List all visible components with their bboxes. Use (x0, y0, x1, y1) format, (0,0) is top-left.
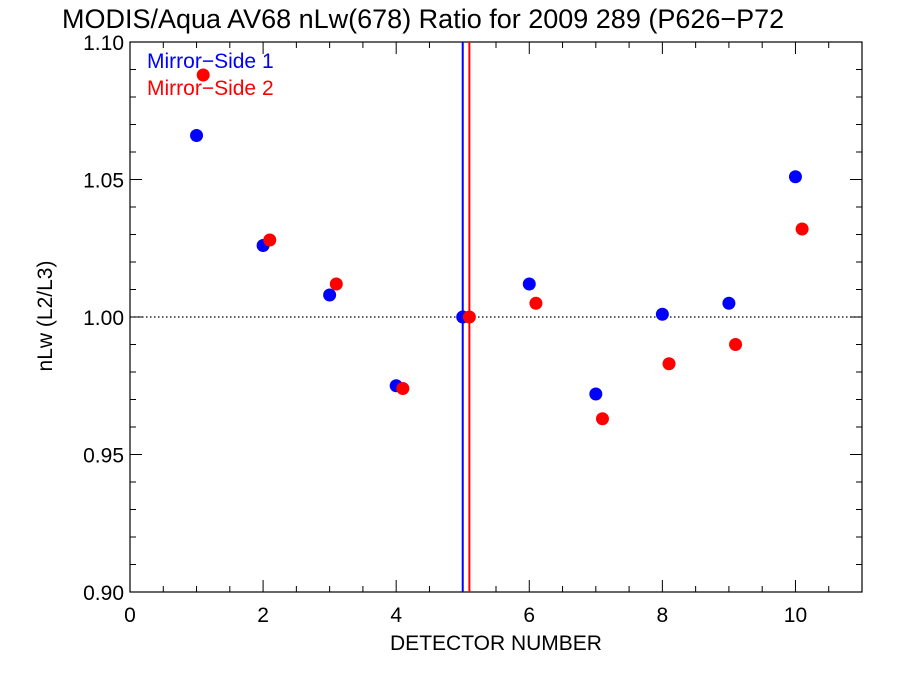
series-1-point (788, 170, 802, 184)
series-1-point (522, 277, 536, 291)
y-tick-label: 1.05 (83, 170, 124, 193)
series-1-point (323, 288, 337, 302)
x-tick-label: 8 (657, 604, 669, 627)
legend-entry-1: Mirror−Side 1 (147, 50, 274, 73)
x-tick-label: 0 (124, 604, 136, 627)
series-2-point (329, 277, 343, 291)
x-tick-label: 10 (784, 604, 807, 627)
x-tick-label: 2 (257, 604, 269, 627)
series-2-point (729, 338, 743, 351)
series-2-point (795, 222, 809, 236)
series-2-point (462, 310, 476, 324)
chart-title: MODIS/Aqua AV68 nLw(678) Ratio for 2009 … (62, 4, 784, 34)
series-1-point (655, 307, 669, 321)
series-2-point (529, 296, 543, 310)
x-tick-label: 6 (523, 604, 535, 627)
series-2-point (263, 233, 277, 247)
x-axis-label: DETECTOR NUMBER (390, 632, 602, 655)
plot-frame (129, 41, 863, 593)
plot-area: 0 2 4 6 8 10 0.90 0.95 1.00 1.05 1.10 Mirror−Side 1… (83, 32, 863, 627)
y-tick-label: 1.10 (83, 32, 124, 55)
y-tick-label: 1.00 (83, 307, 124, 330)
x-tick-label: 4 (390, 604, 402, 627)
series-2-point (595, 412, 609, 426)
series-1-point (589, 387, 603, 401)
series-2-point (662, 357, 676, 371)
y-tick-label: 0.90 (83, 582, 124, 605)
series-1-point (722, 296, 736, 310)
series-1-point (190, 129, 204, 142)
legend-entry-2: Mirror−Side 2 (147, 77, 274, 100)
y-axis-label: nLw (L2/L3) (34, 261, 57, 372)
series-2-point (196, 68, 210, 82)
series-2-point (396, 382, 410, 395)
y-tick-label: 0.95 (83, 445, 124, 468)
